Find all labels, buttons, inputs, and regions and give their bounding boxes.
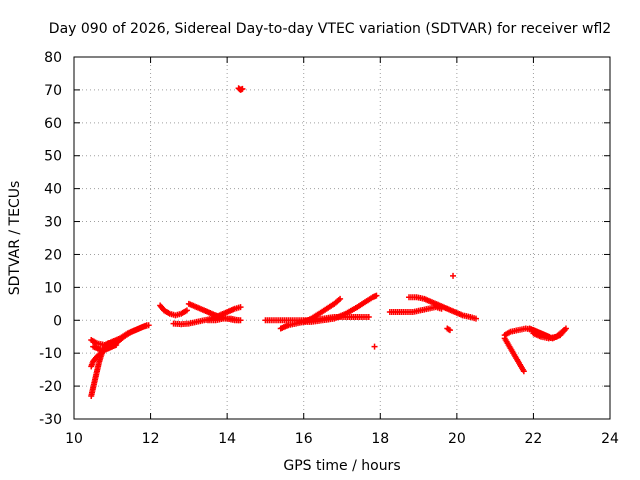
y-tick-label: -10: [39, 346, 62, 362]
data-point: [183, 307, 190, 314]
y-tick-label: -30: [39, 412, 62, 428]
x-axis-label: GPS time / hours: [283, 458, 400, 474]
x-tick-label: 22: [525, 431, 543, 447]
y-axis-label: SDTVAR / TECUs: [7, 181, 23, 296]
data-point: [373, 292, 380, 299]
grid: [74, 57, 610, 419]
y-tick-label: 10: [44, 280, 62, 296]
data-point: [450, 272, 457, 279]
x-tick-label: 20: [448, 431, 466, 447]
data-point: [143, 322, 150, 329]
y-tick-label: 20: [44, 247, 62, 263]
chart-title: Day 090 of 2026, Sidereal Day-to-day VTE…: [49, 21, 611, 37]
y-tick-label: 50: [44, 149, 62, 165]
data-point: [237, 304, 244, 311]
data-point: [561, 327, 568, 334]
series-arc-4: [90, 322, 150, 353]
data-point: [365, 313, 372, 320]
series-arc-17: [450, 272, 457, 279]
x-tick-label: 12: [142, 431, 160, 447]
data-point: [371, 343, 378, 350]
y-tick-label: 0: [53, 313, 62, 329]
series-arc-13: [371, 343, 378, 350]
y-tick-label: 70: [44, 83, 62, 99]
series-arc-8: [205, 315, 242, 324]
y-tick-label: 80: [44, 50, 62, 66]
y-tick-label: -20: [39, 379, 62, 395]
axis-ticks: -30 -20 -10 0 10 20 30 40 50 60 70 80 10 12 14 16 18 20 22…: [39, 50, 619, 447]
data-point: [239, 85, 246, 92]
data-point: [235, 317, 242, 324]
series-arc-16: [444, 325, 453, 334]
series-arc-5: [157, 302, 190, 319]
y-tick-label: 60: [44, 116, 62, 132]
x-tick-label: 14: [218, 431, 236, 447]
data-point: [446, 327, 453, 334]
x-tick-label: 24: [601, 431, 619, 447]
x-tick-label: 16: [295, 431, 313, 447]
series-arc-11: [277, 295, 344, 332]
data-point: [445, 326, 452, 333]
data-points: [88, 85, 569, 399]
series-arc-18: [501, 335, 527, 375]
series-arc-15: [406, 294, 479, 322]
data-point: [520, 368, 527, 375]
data-point: [473, 315, 479, 322]
y-tick-label: 30: [44, 215, 62, 231]
x-tick-label: 10: [65, 431, 83, 447]
series-arc-9: [235, 85, 246, 93]
series-arc-12: [296, 292, 380, 325]
y-tick-label: 40: [44, 182, 62, 198]
plot-frame: [73, 56, 611, 420]
data-point: [337, 295, 344, 302]
series-arc-21: [530, 327, 568, 342]
x-tick-label: 18: [371, 431, 389, 447]
